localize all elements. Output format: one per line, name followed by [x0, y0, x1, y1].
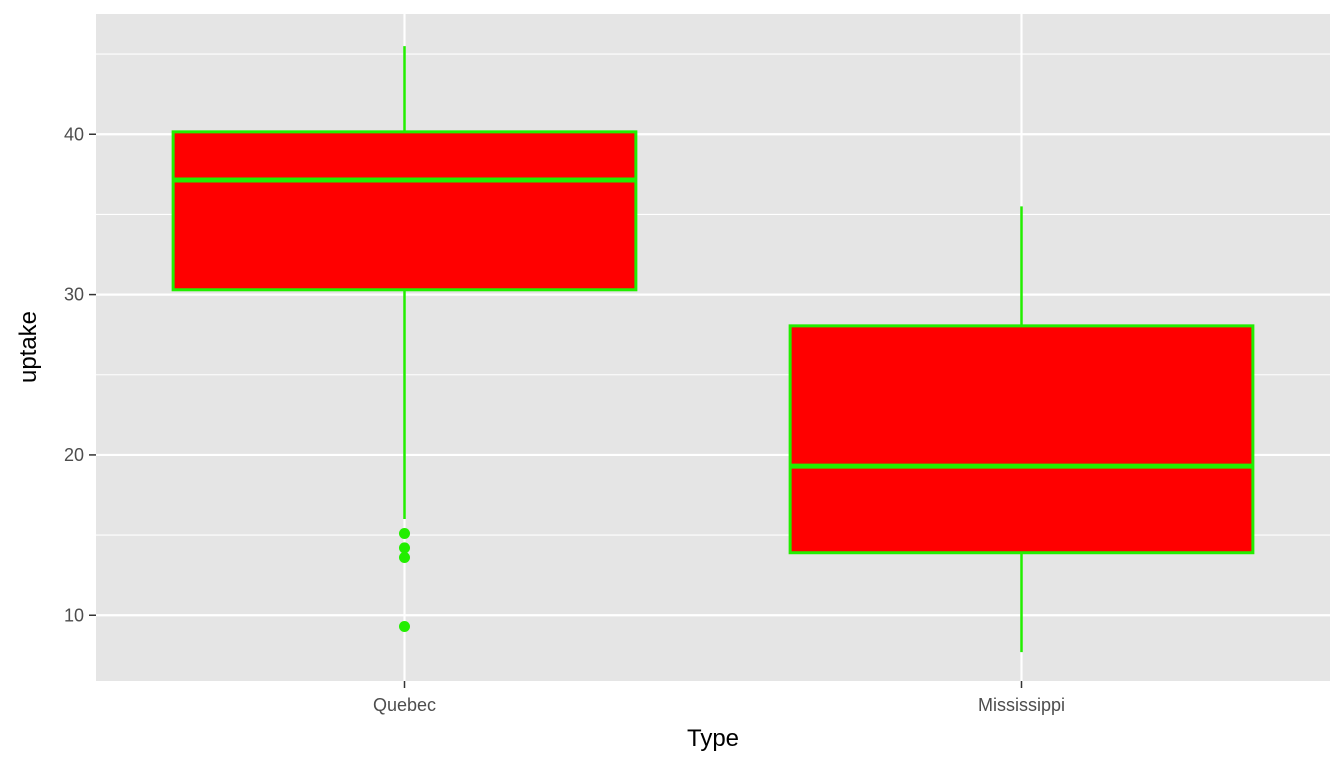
- outlier-point: [399, 542, 410, 554]
- y-axis-title: uptake: [15, 311, 42, 383]
- y-axis: 10 20 30 40: [64, 124, 96, 625]
- x-axis: Quebec Mississippi: [373, 681, 1065, 715]
- outlier-point: [399, 620, 410, 632]
- iqr-box: [788, 324, 1255, 555]
- y-tick-label: 10: [64, 605, 84, 625]
- x-tick-label: Mississippi: [978, 695, 1065, 715]
- x-tick-label: Quebec: [373, 695, 436, 715]
- iqr-box: [171, 130, 638, 292]
- outlier-point: [399, 552, 410, 564]
- box-quebec: [171, 46, 638, 632]
- y-tick-label: 30: [64, 285, 84, 305]
- box-mississippi: [788, 206, 1255, 653]
- outlier-point: [399, 527, 410, 539]
- box-series: [171, 46, 1255, 653]
- y-tick-label: 20: [64, 445, 84, 465]
- y-tick-label: 40: [64, 124, 84, 144]
- x-axis-title: Type: [687, 725, 739, 752]
